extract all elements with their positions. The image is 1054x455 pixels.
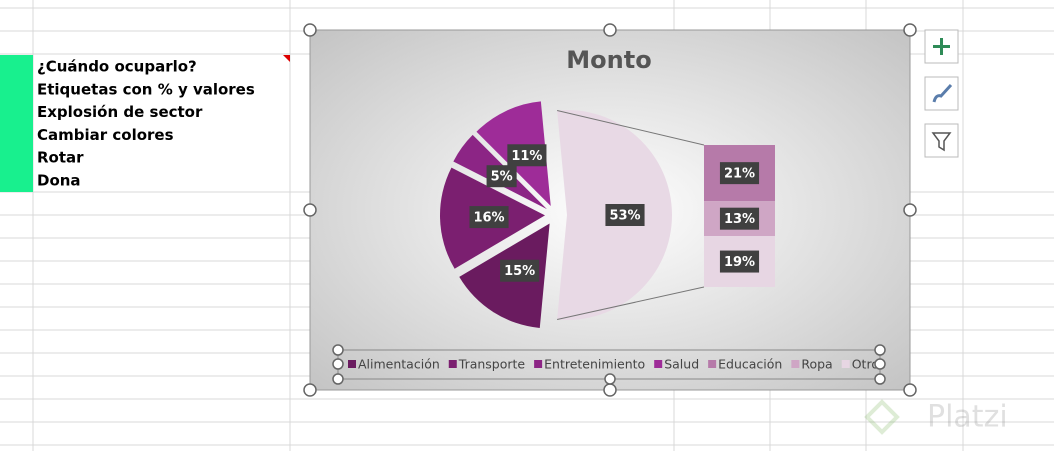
legend-marker xyxy=(534,360,543,368)
cell-text: Etiquetas con % y valores xyxy=(37,80,255,98)
data-label-box xyxy=(500,259,540,282)
plot: 53% 15% 16% 5% 11% 21% 13% 19% xyxy=(440,101,775,328)
selection-handles[interactable] xyxy=(303,23,917,397)
legend-marker xyxy=(348,360,356,368)
legend-label: Entretenimiento xyxy=(544,357,645,372)
watermark: Platzi xyxy=(864,399,1008,435)
legend-label: Transporte xyxy=(458,357,526,372)
legend-marker xyxy=(448,360,457,368)
cell-texts: ¿Cuándo ocuparlo? Etiquetas con % y valor… xyxy=(37,58,255,190)
data-label: 13% xyxy=(724,212,755,227)
chart-title: Monto xyxy=(566,46,651,74)
watermark-text: Platzi xyxy=(927,400,1008,435)
data-label-box xyxy=(486,165,517,188)
connector xyxy=(557,286,705,321)
comment-indicator xyxy=(283,55,290,62)
legend-marker xyxy=(841,360,850,368)
chart-elements-button[interactable] xyxy=(924,29,959,64)
chart-styles-button[interactable] xyxy=(924,76,959,111)
data-label-box xyxy=(605,204,645,226)
legend-label: Ropa xyxy=(801,357,832,372)
data-label: 19% xyxy=(724,255,755,270)
cell-text: Rotar xyxy=(37,149,84,167)
data-label: 5% xyxy=(491,170,513,185)
connector xyxy=(557,109,705,146)
data-label-box xyxy=(469,206,509,229)
legend-label: Salud xyxy=(664,357,699,372)
legend-label: Alimentación xyxy=(358,357,440,372)
cell-text: Explosión de sector xyxy=(37,103,203,121)
highlight-fill xyxy=(0,55,33,192)
data-label-box xyxy=(507,144,547,167)
legend-label: Educación xyxy=(718,357,782,372)
data-label-box xyxy=(719,162,760,185)
cell-text: Cambiar colores xyxy=(37,126,174,144)
data-label: 11% xyxy=(511,149,542,164)
cell-text: ¿Cuándo ocuparlo? xyxy=(37,58,197,76)
chart-filters-button[interactable] xyxy=(924,123,959,158)
legend-marker xyxy=(654,360,663,368)
data-label: 53% xyxy=(609,209,640,224)
data-label: 21% xyxy=(724,167,755,182)
cell-text: Dona xyxy=(37,172,81,190)
legend: Alimentación Transporte Entretenimiento Sal… xyxy=(348,357,885,372)
legend-marker xyxy=(708,360,717,368)
data-label-box xyxy=(719,207,760,230)
data-label: 16% xyxy=(473,211,504,226)
data-label-box xyxy=(719,250,760,273)
data-label: 15% xyxy=(504,264,535,279)
legend-marker xyxy=(791,360,800,368)
